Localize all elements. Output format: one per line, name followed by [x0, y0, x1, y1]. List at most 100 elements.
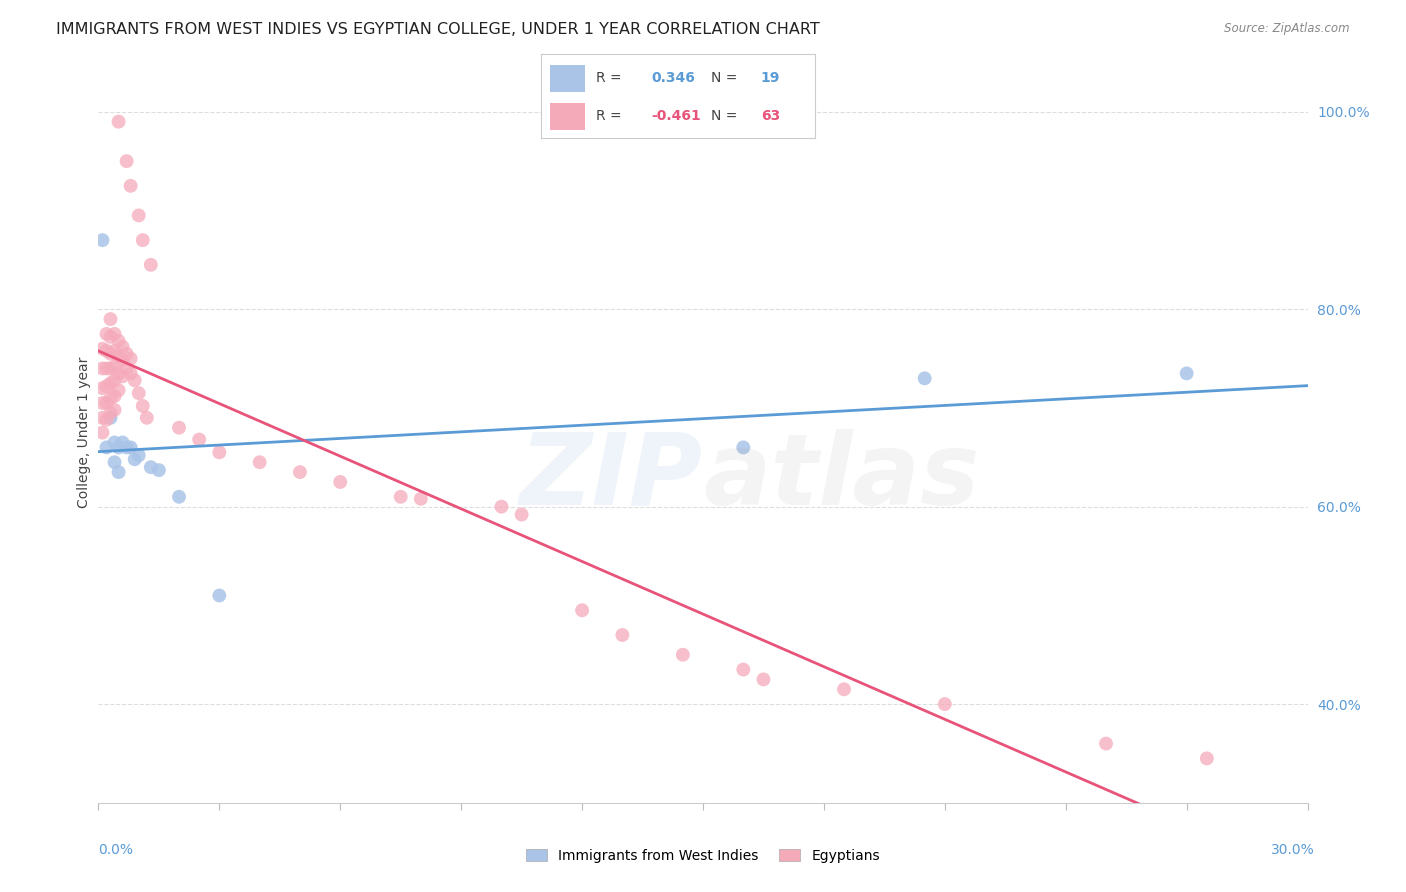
- Point: [91, 396, 114, 410]
- Point: [139, 258, 162, 272]
- Point: [107, 367, 129, 381]
- Point: [208, 589, 231, 603]
- Point: [733, 663, 755, 677]
- Point: [832, 682, 855, 697]
- Text: 19: 19: [761, 71, 780, 85]
- Point: [91, 233, 114, 247]
- Text: 0.0%: 0.0%: [98, 843, 134, 857]
- Point: [103, 373, 125, 387]
- Point: [120, 367, 142, 381]
- Point: [91, 361, 114, 376]
- Point: [111, 353, 134, 368]
- Point: [107, 465, 129, 479]
- Point: [91, 342, 114, 356]
- Point: [103, 403, 125, 417]
- Point: [934, 697, 956, 711]
- Point: [128, 448, 150, 462]
- Point: [107, 383, 129, 397]
- Point: [612, 628, 634, 642]
- Text: IMMIGRANTS FROM WEST INDIES VS EGYPTIAN COLLEGE, UNDER 1 YEAR CORRELATION CHART: IMMIGRANTS FROM WEST INDIES VS EGYPTIAN …: [56, 22, 820, 37]
- Point: [510, 508, 533, 522]
- Point: [103, 343, 125, 358]
- Point: [107, 350, 129, 364]
- Point: [96, 326, 118, 341]
- Text: 30.0%: 30.0%: [1271, 843, 1315, 857]
- Text: R =: R =: [596, 71, 626, 85]
- Point: [733, 441, 755, 455]
- Point: [103, 455, 125, 469]
- Point: [100, 406, 122, 420]
- Point: [914, 371, 936, 385]
- Point: [120, 441, 142, 455]
- Point: [103, 359, 125, 374]
- Point: [103, 435, 125, 450]
- Point: [100, 376, 122, 391]
- Point: [96, 343, 118, 358]
- Point: [124, 373, 146, 387]
- Point: [96, 379, 118, 393]
- Point: [115, 441, 138, 455]
- Text: ZIP: ZIP: [520, 428, 703, 525]
- Y-axis label: College, Under 1 year: College, Under 1 year: [77, 357, 91, 508]
- Point: [167, 420, 190, 434]
- Point: [1095, 737, 1118, 751]
- Point: [120, 351, 142, 366]
- Text: R =: R =: [596, 109, 626, 123]
- Point: [571, 603, 593, 617]
- Text: 63: 63: [761, 109, 780, 123]
- Text: Source: ZipAtlas.com: Source: ZipAtlas.com: [1225, 22, 1350, 36]
- Text: N =: N =: [711, 109, 742, 123]
- Point: [188, 433, 211, 447]
- Point: [752, 673, 775, 687]
- Point: [115, 346, 138, 360]
- Point: [103, 389, 125, 403]
- Point: [103, 326, 125, 341]
- Bar: [550, 103, 585, 130]
- Point: [91, 410, 114, 425]
- Point: [91, 425, 114, 440]
- Point: [100, 410, 122, 425]
- Point: [148, 463, 170, 477]
- Point: [132, 233, 155, 247]
- Text: N =: N =: [711, 71, 742, 85]
- Point: [107, 114, 129, 128]
- Point: [115, 154, 138, 169]
- Point: [100, 361, 122, 376]
- Point: [329, 475, 352, 489]
- Point: [91, 381, 114, 395]
- Point: [389, 490, 412, 504]
- Point: [124, 452, 146, 467]
- Point: [96, 396, 118, 410]
- Point: [100, 391, 122, 405]
- Point: [249, 455, 271, 469]
- Point: [111, 340, 134, 354]
- Point: [128, 209, 150, 223]
- Point: [111, 435, 134, 450]
- Point: [100, 330, 122, 344]
- Point: [128, 386, 150, 401]
- Point: [208, 445, 231, 459]
- Point: [288, 465, 311, 479]
- Point: [100, 346, 122, 360]
- Point: [115, 361, 138, 376]
- Point: [491, 500, 513, 514]
- Legend: Immigrants from West Indies, Egyptians: Immigrants from West Indies, Egyptians: [519, 842, 887, 870]
- Point: [1175, 367, 1198, 381]
- Point: [107, 334, 129, 348]
- Point: [111, 369, 134, 384]
- Point: [107, 441, 129, 455]
- Point: [1195, 751, 1218, 765]
- Point: [167, 490, 190, 504]
- Point: [409, 491, 432, 506]
- Point: [100, 312, 122, 326]
- Point: [139, 460, 162, 475]
- Point: [135, 410, 157, 425]
- Bar: [550, 64, 585, 92]
- Text: atlas: atlas: [703, 428, 980, 525]
- Point: [96, 361, 118, 376]
- Point: [120, 178, 142, 193]
- Point: [96, 441, 118, 455]
- Text: -0.461: -0.461: [651, 109, 700, 123]
- Point: [672, 648, 695, 662]
- Point: [132, 399, 155, 413]
